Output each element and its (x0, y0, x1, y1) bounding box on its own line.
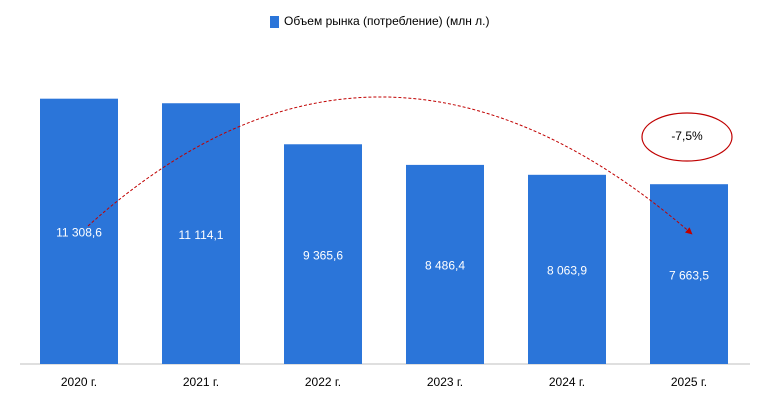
bar (162, 103, 240, 364)
trend-arrow (87, 96, 693, 235)
annotation: -7,5% (671, 129, 703, 143)
data-label: 11 308,6 (56, 226, 102, 240)
data-label: 9 365,6 (303, 248, 343, 262)
annotation-ellipse (641, 112, 733, 162)
x-tick-label: 2024 г. (549, 375, 585, 389)
data-label: 11 114,1 (179, 228, 224, 242)
bar (528, 174, 606, 364)
bar (650, 184, 728, 364)
data-label: 8 486,4 (425, 259, 465, 273)
bar (284, 144, 362, 364)
bar (406, 164, 484, 364)
legend-label: Объем рынка (потребление) (млн л.) (284, 14, 490, 28)
x-tick-label: 2021 г. (183, 375, 219, 389)
bar (40, 98, 118, 364)
x-tick-label: 2025 г. (671, 375, 707, 389)
x-tick-label: 2020 г. (61, 375, 97, 389)
data-label: 7 663,5 (669, 268, 709, 282)
legend-swatch (270, 16, 279, 28)
x-tick-label: 2023 г. (427, 375, 463, 389)
data-label: 8 063,9 (547, 264, 587, 278)
x-tick-label: 2022 г. (305, 375, 341, 389)
